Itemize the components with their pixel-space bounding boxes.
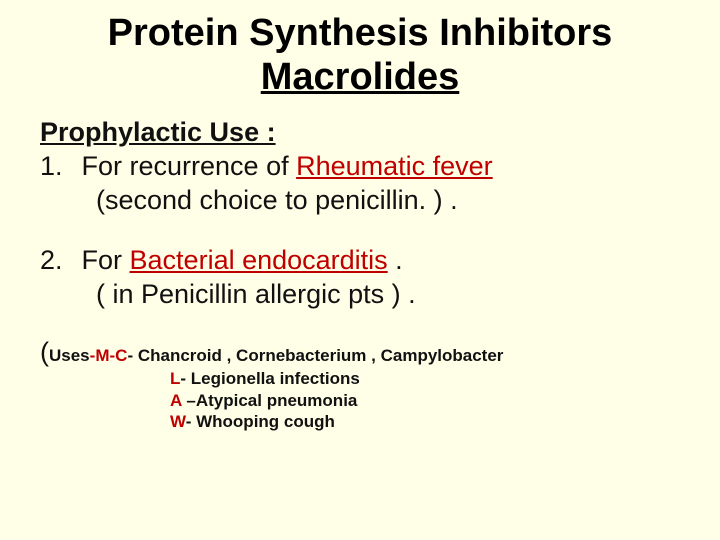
mnemonic-open-paren: ( [40, 337, 49, 367]
mnemonic-letter: L [170, 369, 180, 388]
item-number: 2. [40, 244, 74, 278]
item-second-line: (second choice to penicillin. ) . [40, 184, 680, 218]
list-item-2: 2. For Bacterial endocarditis . ( in Pen… [40, 244, 680, 312]
mnemonic-first-line: Uses-M-C- Chancroid , Cornebacterium , C… [49, 346, 503, 365]
mnemonic-text: Atypical pneumonia [196, 391, 358, 410]
title-line2: Macrolides [261, 56, 460, 98]
mnemonic-prefix: Uses [49, 346, 90, 365]
mnemonic-letter-m: M [95, 346, 109, 365]
mnemonic-text: Chancroid , Cornebacterium , Campylobact… [138, 346, 504, 365]
item-number: 1. [40, 150, 74, 184]
mnemonic-block: (Uses-M-C- Chancroid , Cornebacterium , … [40, 337, 680, 432]
mnemonic-line: W- Whooping cough [40, 411, 680, 432]
list-item-1: 1. For recurrence of Rheumatic fever (se… [40, 150, 680, 218]
mnemonic-sep: - [186, 412, 196, 431]
mnemonic-letter: W [170, 412, 186, 431]
slide-title: Protein Synthesis Inhibitors Macrolides [40, 12, 680, 99]
mnemonic-letter: C [115, 346, 127, 365]
item-highlight: Bacterial endocarditis [130, 245, 388, 275]
item-post: . [388, 245, 403, 275]
item-second-line: ( in Penicillin allergic pts ) . [40, 278, 680, 312]
item-pre: For recurrence of [82, 151, 297, 181]
section-label: Prophylactic Use : [40, 117, 680, 148]
mnemonic-sep: - [127, 346, 137, 365]
mnemonic-letter: A [170, 391, 182, 410]
mnemonic-sep: – [182, 391, 196, 410]
mnemonic-sep: - [180, 369, 190, 388]
item-pre: For [82, 245, 130, 275]
mnemonic-text: Whooping cough [196, 412, 335, 431]
mnemonic-line: L- Legionella infections [40, 368, 680, 389]
title-line1: Protein Synthesis Inhibitors [108, 12, 613, 54]
item-highlight: Rheumatic fever [296, 151, 493, 181]
mnemonic-line: A –Atypical pneumonia [40, 390, 680, 411]
mnemonic-text: Legionella infections [191, 369, 360, 388]
